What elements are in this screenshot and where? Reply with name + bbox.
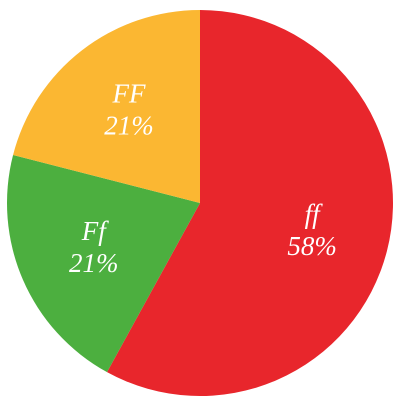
- slice-category-label: Ff: [81, 216, 109, 246]
- slice-value-label: 21%: [104, 111, 154, 141]
- slice-value-label: 58%: [287, 231, 337, 261]
- pie-slice: [13, 10, 201, 203]
- slice-value-label: 21%: [69, 248, 119, 278]
- slice-category-label: ff: [305, 199, 324, 229]
- pie-slice: [107, 10, 393, 396]
- slice-category-label: FF: [112, 79, 146, 109]
- pie-slice: [7, 155, 200, 373]
